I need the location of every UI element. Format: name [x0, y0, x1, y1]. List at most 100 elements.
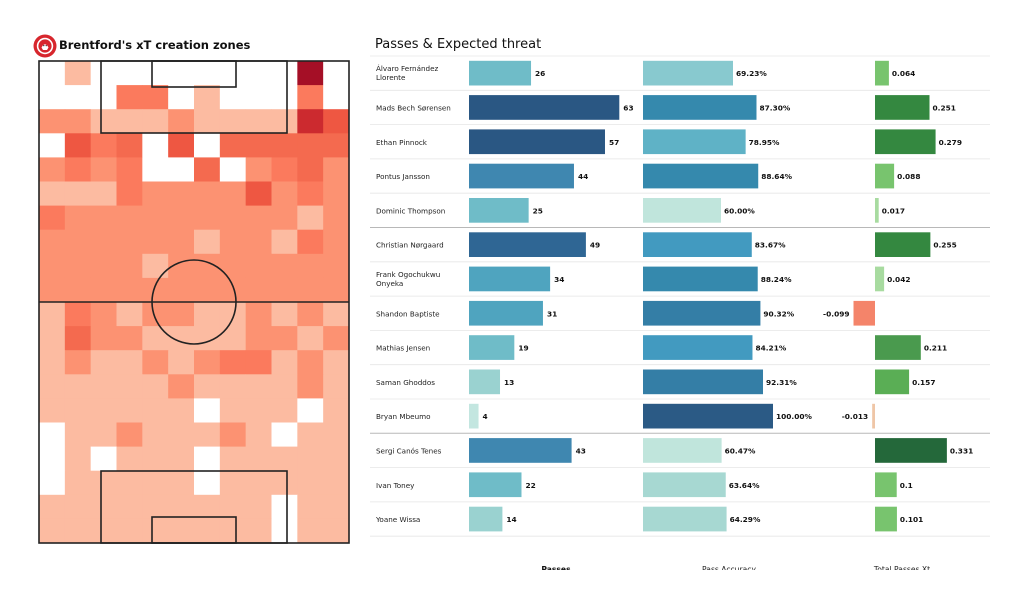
heat-cell [39, 374, 66, 399]
accuracy-bar [643, 300, 761, 326]
heat-cell [323, 374, 350, 399]
heat-cell [64, 229, 92, 255]
heat-cell [219, 229, 247, 255]
heat-cell [271, 374, 298, 399]
heat-cell [90, 518, 117, 544]
passes-label: 4 [483, 412, 488, 421]
heat-cell [90, 277, 117, 303]
heat-cell [168, 85, 195, 110]
heat-cell [168, 302, 195, 327]
heat-cell [90, 326, 117, 351]
passes-label: 25 [533, 206, 543, 215]
heat-cell [39, 109, 66, 134]
heat-cell [271, 446, 298, 472]
heat-cell [64, 446, 92, 472]
passes-bar [469, 232, 586, 257]
heat-cell [297, 133, 324, 158]
heat-cell [194, 422, 221, 447]
heat-cell [323, 350, 350, 375]
heat-cell [142, 85, 169, 110]
passes-label: 13 [504, 378, 514, 387]
accuracy-bar [643, 472, 726, 498]
accuracy-label: 60.00% [724, 206, 755, 215]
heat-cell [116, 85, 143, 110]
player-name: Mads Bech Sørensen [376, 103, 451, 112]
heat-cell [194, 205, 221, 231]
heat-cell [194, 157, 221, 182]
heat-cell [90, 494, 117, 520]
heat-cell [219, 109, 247, 134]
heat-cell [168, 374, 195, 399]
heat-cell [39, 277, 66, 303]
heat-cell [323, 494, 350, 520]
heat-cell [323, 326, 350, 351]
heat-cell [219, 205, 247, 231]
xt-bar [875, 472, 897, 498]
player-name: Shandon Baptiste [376, 309, 440, 318]
heat-cell [142, 157, 169, 182]
xt-label: 0.211 [924, 344, 947, 353]
heat-cell [168, 494, 195, 520]
heat-cell [297, 181, 324, 206]
heat-cell [39, 302, 66, 327]
heat-cell [245, 85, 272, 110]
heat-cell [323, 133, 350, 158]
heat-cell [142, 302, 169, 327]
bottom-six-yard-box [151, 516, 237, 544]
accuracy-label: 90.32% [763, 309, 794, 318]
passes-bar [469, 369, 501, 395]
accuracy-label: 87.30% [759, 103, 790, 112]
passes-label: 14 [506, 515, 516, 524]
heat-cell [297, 470, 324, 496]
bar-panel-title: Passes & Expected threat [375, 37, 542, 52]
passes-bar [469, 472, 522, 498]
heat-cell [219, 446, 247, 472]
passes-bar [469, 198, 529, 223]
heat-cell [64, 85, 92, 110]
accuracy-label: 88.64% [761, 172, 792, 181]
passes-bar [469, 266, 551, 292]
passes-bar [469, 129, 605, 155]
column-header-total-passes-xt: Total Passes Xt [873, 565, 930, 570]
xt-bar [875, 198, 879, 223]
heat-cell [142, 181, 169, 206]
player-name-line: Onyeka [376, 279, 403, 288]
heat-cell [245, 302, 272, 327]
heat-cell [39, 85, 66, 110]
heat-cell [64, 205, 92, 231]
xt-label: 0.1 [900, 481, 913, 490]
xt-bar [875, 95, 930, 120]
heat-cell [116, 518, 143, 544]
heat-cell [116, 229, 143, 255]
heat-cell [245, 229, 272, 255]
heat-cell [194, 109, 221, 134]
heat-cell [297, 494, 324, 520]
heat-cell [39, 398, 66, 423]
heat-cell [323, 61, 350, 86]
heat-cell [194, 470, 221, 496]
xt-bar [875, 129, 936, 155]
xt-bar [875, 335, 921, 360]
xt-bar [875, 266, 885, 292]
passes-bar [469, 438, 572, 463]
heat-cell [271, 494, 298, 520]
heat-cell [219, 277, 247, 303]
xt-bar [853, 300, 875, 326]
xt-label: 0.042 [887, 275, 910, 284]
heat-cell [168, 470, 195, 496]
heat-cell [168, 181, 195, 206]
heat-cell [142, 470, 169, 496]
heat-cell [297, 229, 324, 255]
heat-cell [323, 229, 350, 255]
accuracy-bar [643, 403, 773, 429]
accuracy-label: 78.95% [749, 138, 780, 147]
heat-cell [219, 302, 247, 327]
heat-cell [116, 109, 143, 134]
heat-cell [90, 470, 117, 496]
passes-bar [469, 60, 532, 86]
heat-cell [297, 374, 324, 399]
heat-cell [64, 470, 92, 496]
heat-cell [64, 326, 92, 351]
heat-cell [64, 518, 92, 544]
